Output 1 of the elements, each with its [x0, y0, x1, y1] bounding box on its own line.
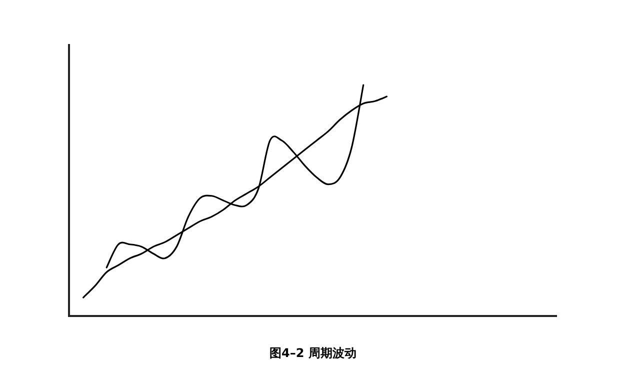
- text: 图4–2 周期波动: [270, 346, 356, 360]
